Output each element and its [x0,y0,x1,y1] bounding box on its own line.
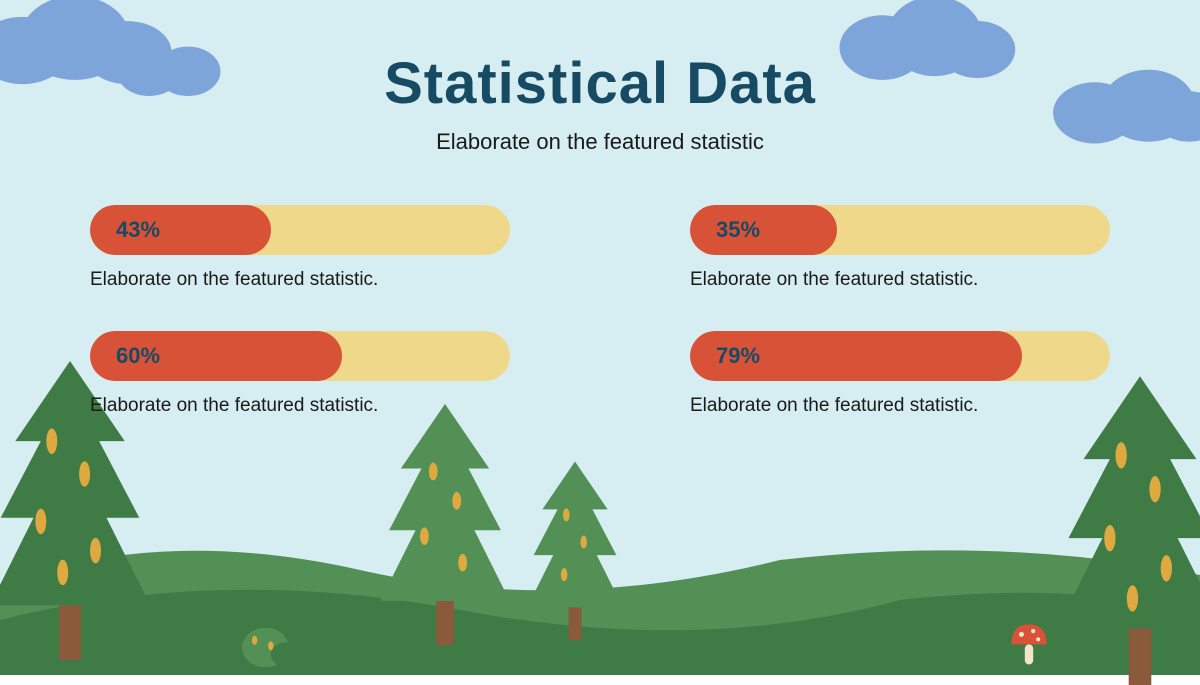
content-area: Statistical Data Elaborate on the featur… [0,0,1200,417]
page-title: Statistical Data [0,50,1200,117]
progress-label: 60% [116,343,160,369]
stat-item: 60% Elaborate on the featured statistic. [90,331,510,417]
progress-label: 35% [716,217,760,243]
stat-caption: Elaborate on the featured statistic. [690,269,1110,291]
page-subtitle: Elaborate on the featured statistic [0,129,1200,155]
progress-bar: 35% [690,205,1110,255]
bush-icon [215,619,305,667]
stats-grid: 43% Elaborate on the featured statistic.… [0,155,1200,417]
progress-bar: 43% [90,205,510,255]
progress-fill [690,205,837,255]
stat-item: 43% Elaborate on the featured statistic. [90,205,510,291]
mushroom-icon [1008,621,1050,667]
stat-item: 79% Elaborate on the featured statistic. [690,331,1110,417]
tree-icon [370,395,520,645]
stat-item: 35% Elaborate on the featured statistic. [690,205,1110,291]
progress-label: 43% [116,217,160,243]
stat-caption: Elaborate on the featured statistic. [90,269,510,291]
stat-caption: Elaborate on the featured statistic. [90,395,510,417]
progress-bar: 60% [90,331,510,381]
progress-label: 79% [716,343,760,369]
stat-caption: Elaborate on the featured statistic. [690,395,1110,417]
progress-bar: 79% [690,331,1110,381]
slide: Statistical Data Elaborate on the featur… [0,0,1200,675]
tree-icon [520,455,630,640]
